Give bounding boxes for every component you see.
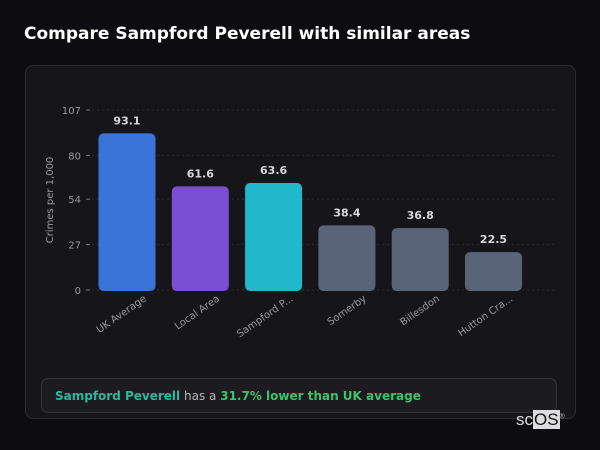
bar[interactable] [171,186,229,291]
bar[interactable] [391,228,449,291]
bar-value-label: 61.6 [187,167,214,180]
page-title: Compare Sampford Peverell with similar a… [24,24,471,44]
bar-value-label: 36.8 [407,209,434,222]
bar[interactable] [245,183,303,291]
x-tick-label: Hutton Cra... [456,293,515,339]
summary-comparison: 31.7% lower than UK average [220,389,421,403]
bar-value-label: 93.1 [113,114,140,127]
x-tick-label: Local Area [173,293,222,332]
x-tick-label: Billesdon [398,293,441,328]
y-tick-label: 0 [75,286,81,297]
summary-text: has a [184,389,217,403]
bar[interactable] [465,252,522,291]
y-axis-label: Crimes per 1,000 [45,157,56,244]
y-tick-label: 54 [68,195,81,206]
x-tick-label: Sampford P... [235,293,295,340]
summary-box: Sampford Peverell has a 31.7% lower than… [41,378,557,413]
bar-value-label: 38.4 [333,206,360,219]
y-tick-label: 107 [62,106,81,117]
bar-value-label: 63.6 [260,164,287,177]
y-tick-label: 80 [68,151,81,162]
scos-logo: scOS® [516,410,565,429]
bar-value-label: 22.5 [480,233,507,246]
bar[interactable] [318,225,376,291]
bar[interactable] [98,133,156,291]
y-tick-label: 27 [68,241,81,252]
x-tick-label: UK Average [95,293,149,335]
summary-place: Sampford Peverell [55,389,181,403]
x-tick-label: Somerby [326,293,369,328]
